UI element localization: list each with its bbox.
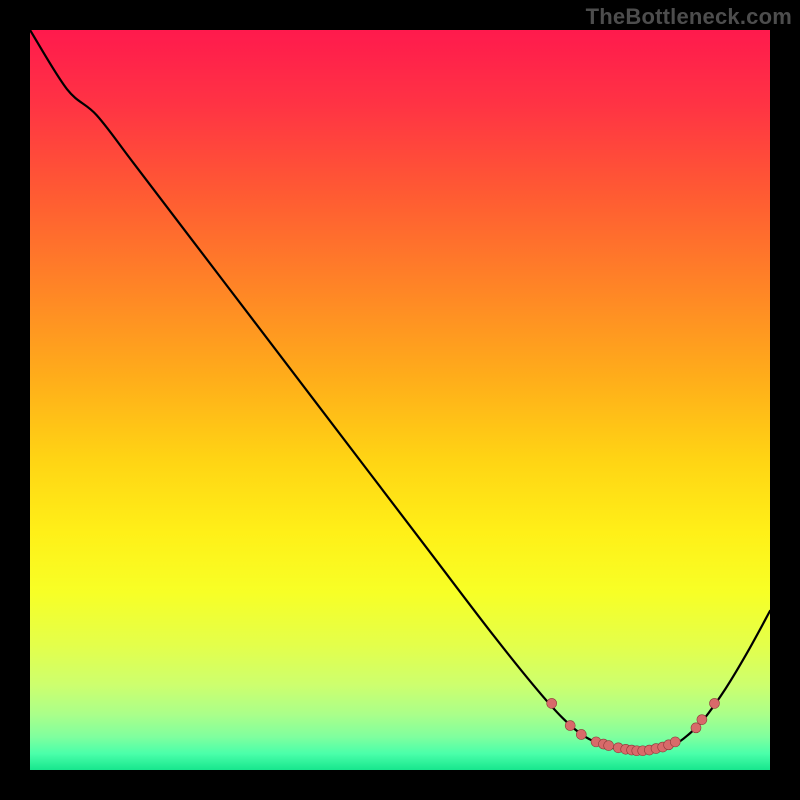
marker-point (604, 741, 614, 751)
marker-point (670, 737, 680, 747)
plot-background (30, 30, 770, 770)
watermark-text: TheBottleneck.com (586, 4, 792, 30)
marker-point (565, 721, 575, 731)
marker-point (576, 729, 586, 739)
chart-container: TheBottleneck.com (0, 0, 800, 800)
marker-point (710, 698, 720, 708)
marker-point (697, 715, 707, 725)
chart-svg (0, 0, 800, 800)
marker-point (547, 698, 557, 708)
